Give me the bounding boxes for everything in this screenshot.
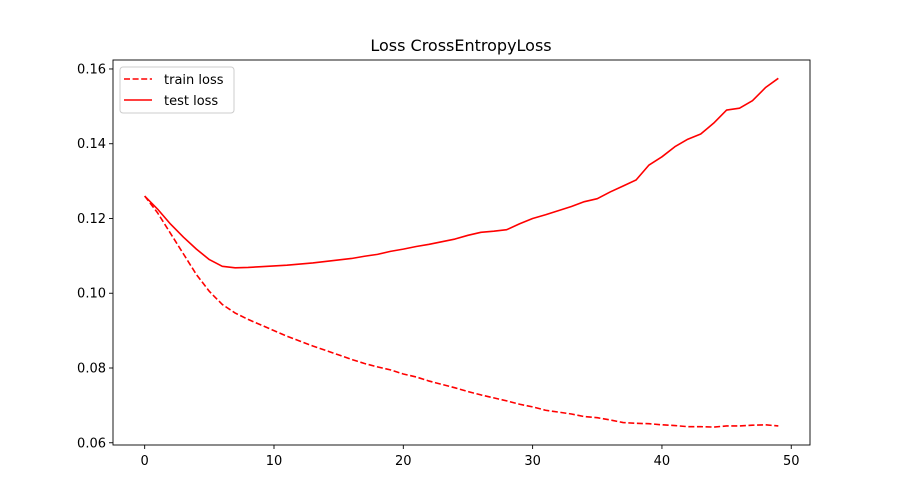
legend-box — [119, 66, 235, 114]
y-tick-label: 0.16 — [77, 62, 106, 77]
axes: 0 10 20 30 40 50 0.06 0.08 0.10 0.12 0.14 0.16 — [77, 59, 811, 469]
axes-frame — [112, 59, 811, 446]
y-tick-label: 0.06 — [77, 436, 106, 451]
x-tick-label: 0 — [141, 454, 149, 469]
series-line-1 — [144, 195, 779, 428]
legend-label-1: train loss — [164, 73, 224, 88]
x-tick-label: 50 — [783, 454, 800, 469]
legend: train loss test loss — [119, 66, 235, 114]
plot-area — [144, 77, 779, 428]
y-tick-label: 0.10 — [77, 287, 106, 302]
x-tick-label: 40 — [654, 454, 671, 469]
x-tick-label: 30 — [524, 454, 541, 469]
x-tick-label: 20 — [395, 454, 412, 469]
y-tick-label: 0.14 — [77, 137, 106, 152]
y-tick-label: 0.12 — [77, 212, 106, 227]
y-tick-label: 0.08 — [77, 362, 106, 377]
legend-label-2: test loss — [164, 94, 218, 109]
x-tick-label: 10 — [266, 454, 283, 469]
chart-title: Loss CrossEntropyLoss — [370, 36, 551, 55]
series-line-2 — [144, 77, 779, 269]
